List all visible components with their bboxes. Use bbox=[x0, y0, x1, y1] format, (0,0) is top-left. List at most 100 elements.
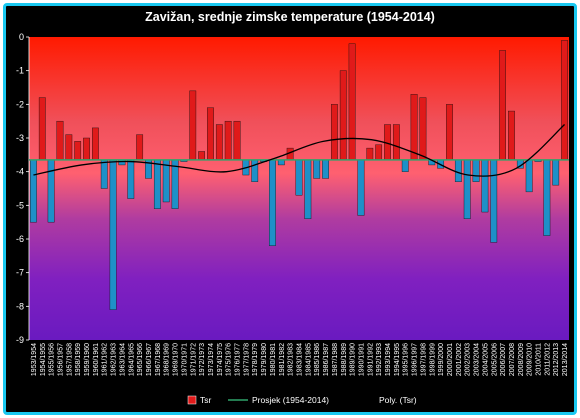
bar bbox=[499, 50, 506, 161]
bar bbox=[251, 159, 259, 182]
y-tick-label: -6 bbox=[16, 234, 24, 244]
x-tick-label: 1959/1960 bbox=[84, 343, 91, 376]
x-tick-label: 2000/2001 bbox=[447, 343, 454, 376]
x-tick-label: 1992/1993 bbox=[376, 343, 383, 376]
x-tick-label: 1999/2000 bbox=[438, 343, 445, 376]
bar bbox=[38, 97, 46, 161]
bar bbox=[74, 141, 82, 161]
bar-group bbox=[30, 40, 568, 310]
legend-label-mean: Prosjek (1954-2014) bbox=[252, 395, 329, 405]
bar bbox=[552, 159, 560, 186]
bar bbox=[127, 159, 135, 199]
bar bbox=[313, 159, 321, 179]
bar bbox=[543, 159, 551, 236]
x-tick-label: 2011/2012 bbox=[544, 343, 551, 376]
y-tick-label: -3 bbox=[16, 133, 24, 143]
x-tick-label: 1976/1977 bbox=[235, 343, 242, 376]
x-tick-label: 2010/2011 bbox=[536, 343, 543, 376]
x-tick-label: 1973/1974 bbox=[208, 343, 215, 376]
bar bbox=[171, 159, 179, 209]
legend-swatch-tsr bbox=[187, 395, 197, 405]
x-tick-label: 1953/1954 bbox=[31, 343, 38, 376]
x-tick-label: 2003/2004 bbox=[474, 343, 481, 376]
x-tick-label: 1955/1956 bbox=[49, 343, 56, 376]
bar bbox=[508, 110, 515, 161]
x-tick-label: 1960/1961 bbox=[93, 343, 100, 376]
bar bbox=[215, 124, 223, 161]
x-tick-label: 1991/1992 bbox=[367, 343, 374, 376]
x-tick-label: 1979/1980 bbox=[261, 343, 268, 376]
x-tick-label: 1962/1963 bbox=[111, 343, 118, 376]
bar bbox=[83, 137, 90, 161]
bar bbox=[56, 120, 64, 161]
line-group bbox=[29, 124, 569, 177]
bar bbox=[269, 159, 276, 246]
x-tick-label: 1980/1981 bbox=[270, 343, 277, 376]
x-tick-label: 2005/2006 bbox=[491, 343, 498, 376]
x-tick-label: 1986/1987 bbox=[323, 343, 330, 376]
x-tick-label: 1987/1988 bbox=[332, 343, 339, 376]
y-axis: 0 -1 -2 -3 -4 -5 -6 -7 -8 -9 bbox=[16, 32, 30, 345]
bar bbox=[100, 159, 108, 189]
bar bbox=[65, 134, 73, 161]
x-tick-label: 1972/1973 bbox=[199, 343, 206, 376]
y-tick-label: -5 bbox=[16, 200, 24, 210]
y-tick-label: -7 bbox=[16, 268, 24, 278]
bar bbox=[233, 120, 241, 161]
y-tick-label: -1 bbox=[16, 66, 24, 76]
bar bbox=[189, 90, 197, 161]
x-tick-label: 2006/2007 bbox=[500, 343, 507, 376]
bar bbox=[136, 134, 144, 161]
x-tick-label: 1971/1972 bbox=[190, 343, 197, 376]
bar bbox=[153, 159, 161, 209]
x-tick-label: 1996/1997 bbox=[412, 343, 419, 376]
bar bbox=[198, 151, 206, 161]
legend-label-tsr: Tsr bbox=[200, 395, 212, 405]
x-tick-label: 1954/1955 bbox=[40, 343, 47, 376]
bar bbox=[481, 159, 489, 213]
x-tick-label: 1995/1996 bbox=[403, 343, 410, 376]
bar bbox=[366, 147, 374, 161]
bar bbox=[454, 159, 462, 182]
x-tick-label: 1982/1983 bbox=[288, 343, 295, 376]
x-tick-label: 1958/1959 bbox=[75, 343, 82, 376]
bar bbox=[472, 159, 480, 182]
x-tick-label: 1957/1958 bbox=[66, 343, 73, 376]
bar bbox=[224, 120, 232, 161]
bar bbox=[446, 104, 453, 161]
legend: Tsr Prosjek (1954-2014) Poly. (Tsr) bbox=[187, 395, 417, 405]
x-tick-label: 1956/1957 bbox=[57, 343, 64, 376]
x-tick-label: 1964/1965 bbox=[128, 343, 135, 376]
bar bbox=[207, 107, 214, 161]
bar bbox=[401, 159, 409, 172]
x-tick-label: 2009/2010 bbox=[527, 343, 534, 376]
x-tick-label: 1997/1998 bbox=[420, 343, 427, 376]
x-tick-label: 1961/1962 bbox=[102, 343, 109, 376]
x-tick-label: 1969/1970 bbox=[173, 343, 180, 376]
bar bbox=[410, 94, 418, 161]
y-tick-label: -8 bbox=[16, 301, 24, 311]
y-tick-label: -4 bbox=[16, 167, 24, 177]
x-tick-label: 1968/1969 bbox=[164, 343, 171, 376]
bar bbox=[30, 159, 37, 223]
x-tick-label: 1978/1979 bbox=[252, 343, 259, 376]
x-tick-label: 1984/1985 bbox=[305, 343, 312, 376]
bar bbox=[375, 144, 383, 161]
bar bbox=[490, 159, 498, 243]
x-tick-label: 1981/1982 bbox=[279, 343, 286, 376]
x-tick-label: 2002/2003 bbox=[465, 343, 472, 376]
x-tick-label: 1989/1990 bbox=[350, 343, 357, 376]
x-tick-label: 1977/1978 bbox=[243, 343, 250, 376]
x-tick-label: 1998/1999 bbox=[429, 343, 436, 376]
bar bbox=[304, 159, 312, 219]
bar bbox=[295, 159, 303, 196]
x-tick-label: 1985/1986 bbox=[314, 343, 321, 376]
x-tick-label: 1966/1967 bbox=[146, 343, 153, 376]
bar bbox=[525, 159, 533, 193]
bar bbox=[109, 159, 117, 310]
bar bbox=[331, 104, 338, 161]
x-tick-label: 1967/1968 bbox=[155, 343, 162, 376]
x-tick-label: 1983/1984 bbox=[297, 343, 304, 376]
bar bbox=[357, 159, 365, 216]
